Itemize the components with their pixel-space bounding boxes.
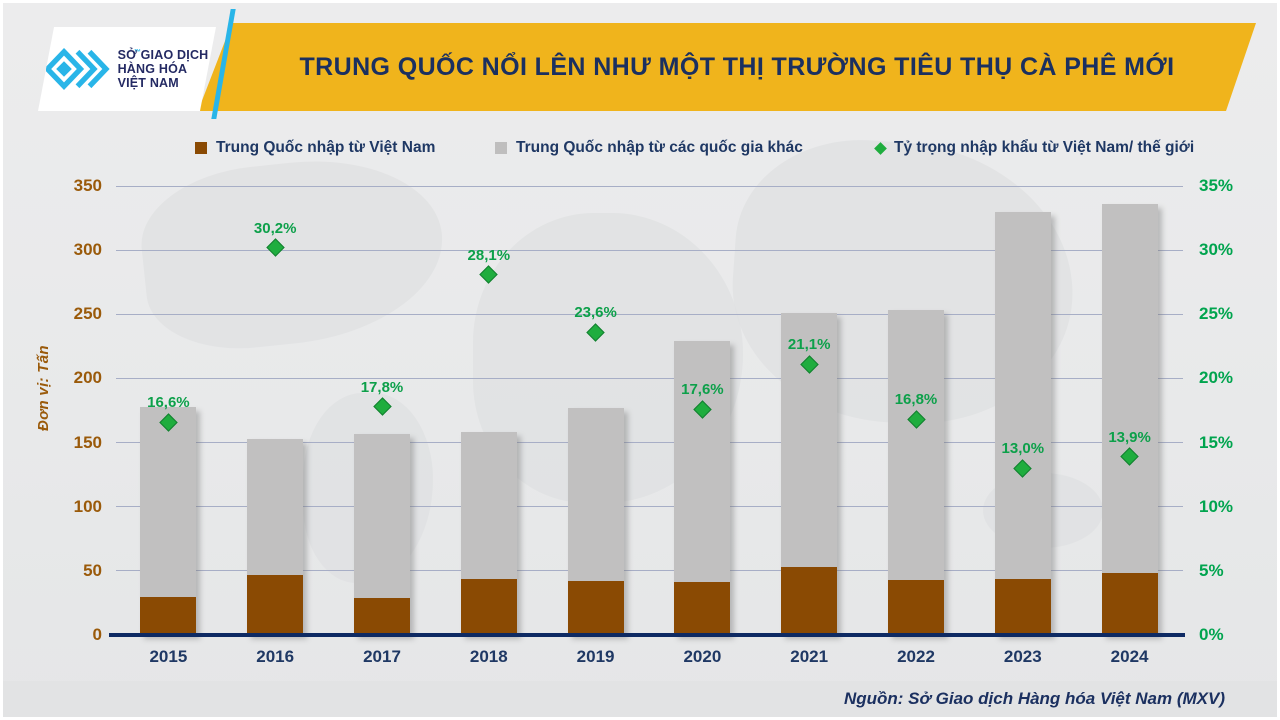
ratio-diamond-marker xyxy=(479,265,498,284)
ratio-value-label: 13,9% xyxy=(1108,428,1151,446)
ratio-value-label: 30,2% xyxy=(253,219,297,237)
title-banner: TRUNG QUỐC NỔI LÊN NHƯ MỘT THỊ TRƯỜNG TI… xyxy=(198,23,1256,111)
y-axis-tick-left: 350 xyxy=(73,176,102,195)
y-axis-tick-left: 250 xyxy=(73,304,102,324)
legend-label: Trung Quốc nhập từ Việt Nam xyxy=(216,139,436,156)
bar-segment-vietnam xyxy=(994,578,1051,635)
y-axis-tick-right: 0% xyxy=(1199,625,1224,644)
logo-line-3: VIỆT NAM xyxy=(117,76,179,90)
chart-plot-area: 0 0% 50 5% 100 10% 150 15% 200 20% 250 25% 300 30% 350… xyxy=(74,176,1233,666)
y-axis-tick-left: 300 xyxy=(73,240,102,260)
y-axis-tick-right: 15% xyxy=(1199,432,1234,452)
ratio-diamond-marker xyxy=(372,397,392,416)
y-axis-tick-left: 100 xyxy=(73,496,102,516)
ratio-value-label: 21,1% xyxy=(787,336,831,354)
logo-line-1: SỞ GIAO DỊCH xyxy=(117,48,209,62)
ratio-value-label: 23,6% xyxy=(574,304,617,322)
x-axis-label: 2020 xyxy=(683,647,722,666)
ratio-value-label: 16,8% xyxy=(894,391,938,409)
x-axis-label: 2015 xyxy=(149,647,188,666)
page-title: TRUNG QUỐC NỔI LÊN NHƯ MỘT THỊ TRƯỜNG TI… xyxy=(299,52,1175,81)
bar-segment-others xyxy=(674,341,731,583)
bar-2015 xyxy=(140,406,197,635)
source-note: Nguồn: Sở Giao dịch Hàng hóa Việt Nam (M… xyxy=(843,689,1225,708)
gridline xyxy=(116,313,1183,315)
gridline xyxy=(116,185,1183,187)
bar-segment-vietnam xyxy=(140,596,197,635)
mxv-logo-icon xyxy=(46,44,112,94)
bar-segment-vietnam xyxy=(781,567,838,635)
bar-2023 xyxy=(994,211,1051,635)
source-band xyxy=(3,681,1277,717)
legend-item-2: Trung Quốc nhập từ các quốc gia khác xyxy=(495,136,803,160)
ratio-diamond-marker xyxy=(265,238,285,257)
gridline xyxy=(116,442,1183,444)
y-axis-tick-right: 35% xyxy=(1199,176,1234,195)
mxv-logo-text: SỞ GIAO DỊCH HÀNG HÓA VIỆT NAM xyxy=(118,48,209,90)
bar-2020 xyxy=(674,341,731,635)
trademark-symbol: ™ xyxy=(134,49,141,56)
x-axis-label: 2018 xyxy=(469,647,508,666)
y-axis-tick-left: 200 xyxy=(73,368,102,388)
bar-segment-others xyxy=(567,407,624,582)
bar-segment-others xyxy=(247,438,304,575)
bar-segment-others xyxy=(354,433,410,598)
gridline xyxy=(116,570,1183,572)
bar-2022 xyxy=(888,310,944,635)
bar-segment-others xyxy=(888,310,944,580)
logo-line-2: HÀNG HÓA xyxy=(117,62,188,76)
ratio-value-label: 17,6% xyxy=(681,381,724,399)
legend-item-3: Tỷ trọng nhập khẩu từ Việt Nam/ thế giới xyxy=(874,136,1195,160)
x-axis-label: 2017 xyxy=(363,647,401,666)
bar-segment-vietnam xyxy=(674,582,731,635)
bar-segment-vietnam xyxy=(567,581,624,635)
bar-segment-vietnam xyxy=(354,597,410,635)
ratio-value-label: 17,8% xyxy=(360,378,404,396)
bar-2016 xyxy=(247,438,304,635)
legend-diamond-marker xyxy=(874,141,887,155)
y-axis-tick-right: 25% xyxy=(1199,304,1234,324)
y-axis-tick-right: 10% xyxy=(1199,496,1234,516)
bar-segment-others xyxy=(140,406,197,597)
y-axis-tick-left: 50 xyxy=(83,560,102,580)
ratio-value-label: 28,1% xyxy=(467,246,511,264)
mxv-logo: ™ SỞ GIAO DỊCH HÀNG HÓA VIỆT NAM xyxy=(38,27,216,111)
bar-segment-vietnam xyxy=(247,574,304,635)
bar-2024 xyxy=(1101,203,1158,635)
y-axis-tick-left: 150 xyxy=(73,432,102,452)
legend-label: Tỷ trọng nhập khẩu từ Việt Nam/ thế giới xyxy=(894,139,1195,156)
legend-item-1: Trung Quốc nhập từ Việt Nam xyxy=(195,136,435,160)
bar-segment-vietnam xyxy=(888,579,944,635)
y-axis-tick-left: 0 xyxy=(92,625,102,644)
x-axis-label: 2024 xyxy=(1110,647,1149,666)
ratio-diamond-marker xyxy=(586,323,605,342)
y-axis-tick-right: 20% xyxy=(1199,368,1234,388)
x-axis-label: 2016 xyxy=(256,647,295,666)
bar-segment-others xyxy=(1101,203,1158,574)
ratio-value-label: 13,0% xyxy=(1001,440,1045,458)
x-axis-label: 2023 xyxy=(1003,647,1042,666)
y-axis-tick-right: 30% xyxy=(1199,240,1234,260)
bar-segment-vietnam xyxy=(1101,573,1158,635)
gridline xyxy=(116,249,1183,251)
legend-square-marker xyxy=(495,142,507,154)
x-axis-baseline xyxy=(109,633,1185,637)
ratio-value-label: 16,6% xyxy=(147,394,190,412)
x-axis-label: 2021 xyxy=(790,647,829,666)
x-axis-label: 2019 xyxy=(576,647,615,666)
legend-square-marker xyxy=(195,142,207,154)
bar-segment-others xyxy=(460,432,517,579)
bar-2018 xyxy=(460,432,517,635)
bar-segment-others xyxy=(994,211,1051,579)
y-axis-tick-right: 5% xyxy=(1199,560,1224,580)
bar-2019 xyxy=(567,407,624,635)
legend-label: Trung Quốc nhập từ các quốc gia khác xyxy=(516,139,803,156)
gridline xyxy=(116,377,1183,379)
gridline xyxy=(116,506,1183,508)
left-axis-title: Đơn vị: Tấn xyxy=(35,345,52,431)
bar-2017 xyxy=(354,433,410,635)
bar-segment-vietnam xyxy=(460,578,517,635)
x-axis-label: 2022 xyxy=(897,647,935,666)
